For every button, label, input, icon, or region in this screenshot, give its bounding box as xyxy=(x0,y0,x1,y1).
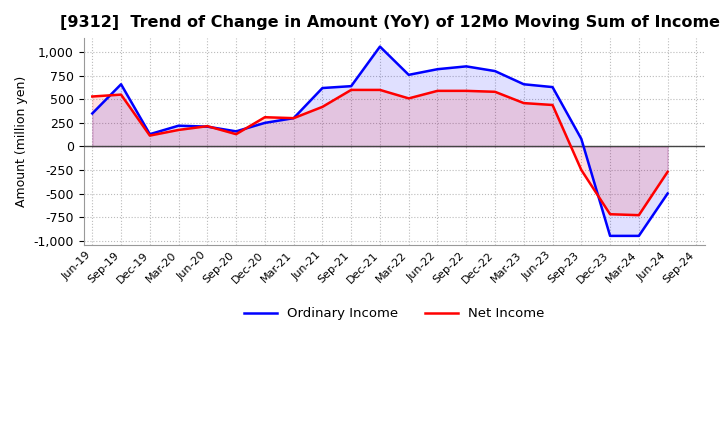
Net Income xyxy=(88,94,96,99)
Ordinary Income xyxy=(405,72,413,77)
Y-axis label: Amount (million yen): Amount (million yen) xyxy=(15,76,28,207)
Ordinary Income xyxy=(376,44,384,49)
Legend: Ordinary Income, Net Income: Ordinary Income, Net Income xyxy=(238,302,550,326)
Net Income xyxy=(145,133,154,138)
Ordinary Income xyxy=(577,136,585,142)
Ordinary Income xyxy=(261,120,269,125)
Net Income xyxy=(663,169,672,175)
Net Income xyxy=(491,89,500,95)
Ordinary Income xyxy=(289,116,298,121)
Net Income xyxy=(634,213,643,218)
Net Income xyxy=(203,124,212,129)
Net Income xyxy=(174,127,183,132)
Ordinary Income xyxy=(519,81,528,87)
Net Income xyxy=(261,114,269,120)
Ordinary Income xyxy=(663,191,672,196)
Ordinary Income xyxy=(117,81,125,87)
Net Income xyxy=(606,212,614,217)
Net Income xyxy=(347,87,356,92)
Ordinary Income xyxy=(318,85,327,91)
Net Income xyxy=(577,167,585,172)
Ordinary Income xyxy=(548,84,557,90)
Ordinary Income xyxy=(347,84,356,89)
Ordinary Income xyxy=(433,66,442,72)
Ordinary Income xyxy=(634,233,643,238)
Ordinary Income xyxy=(145,132,154,137)
Ordinary Income xyxy=(606,233,614,238)
Ordinary Income xyxy=(491,69,500,74)
Line: Net Income: Net Income xyxy=(92,90,667,215)
Ordinary Income xyxy=(203,124,212,129)
Line: Ordinary Income: Ordinary Income xyxy=(92,47,667,236)
Ordinary Income xyxy=(174,123,183,128)
Net Income xyxy=(232,132,240,137)
Net Income xyxy=(376,87,384,92)
Net Income xyxy=(548,103,557,108)
Ordinary Income xyxy=(232,129,240,134)
Net Income xyxy=(289,116,298,121)
Ordinary Income xyxy=(462,64,471,69)
Net Income xyxy=(519,100,528,106)
Net Income xyxy=(405,96,413,101)
Title: [9312]  Trend of Change in Amount (YoY) of 12Mo Moving Sum of Incomes: [9312] Trend of Change in Amount (YoY) o… xyxy=(60,15,720,30)
Net Income xyxy=(462,88,471,93)
Net Income xyxy=(117,92,125,97)
Net Income xyxy=(318,104,327,110)
Net Income xyxy=(433,88,442,93)
Ordinary Income xyxy=(88,111,96,116)
